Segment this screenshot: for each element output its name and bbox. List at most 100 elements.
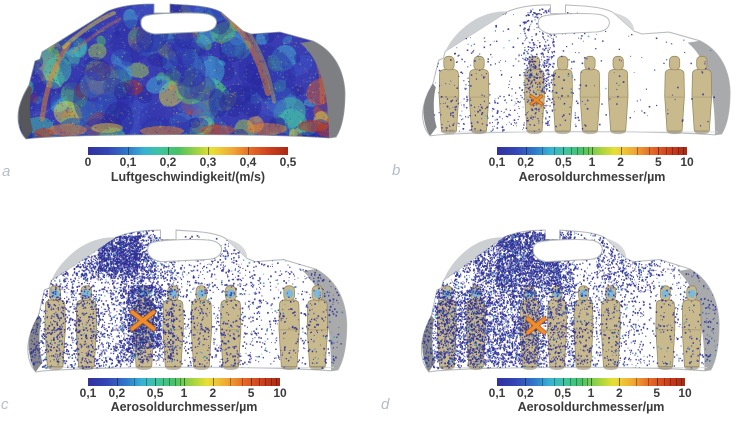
colorbar-tick-label: 0,3	[199, 155, 217, 169]
colorbar-b	[497, 147, 687, 155]
colorbar-tick-mark	[553, 378, 555, 386]
colorbar-tick-mark	[168, 147, 169, 155]
panel-letter-d: d	[381, 396, 390, 413]
colorbar-tick-mark	[675, 378, 677, 386]
colorbar-tick-mark	[554, 147, 556, 155]
colorbar-tick-mark	[116, 378, 118, 386]
colorbar-d	[497, 378, 685, 386]
colorbar-caption-d: Aerosoldurchmesser/µm	[517, 400, 665, 414]
colorbar-tick-labels-d: 0,1 0,2 0,5 1 2 5 10	[489, 386, 692, 400]
colorbar-tick-mark	[635, 378, 637, 386]
colorbar-tick-mark	[582, 147, 584, 155]
colorbar-tick-label: 0,2	[159, 155, 177, 169]
colorbar-tick-mark	[570, 378, 572, 386]
colorbar-tick-mark	[570, 147, 572, 155]
colorbar-tick-label: 0,1	[79, 386, 97, 400]
colorbar-tick-mark	[128, 147, 129, 155]
colorbar-tick-label: 0,5	[146, 386, 164, 400]
panel-b: 0,1 0,2 0,5 1 2 5 10 Aerosoldurchmesser/µm b	[372, 0, 744, 210]
colorbar-tick-label: 0,1	[488, 386, 506, 400]
colorbar-tick-mark	[637, 147, 639, 155]
colorbar-tick-mark	[680, 378, 682, 386]
colorbar-tick-label: 0,1	[488, 155, 506, 169]
colorbar-tick-mark	[184, 378, 185, 386]
particle-overlay-canvas-b	[372, 0, 744, 210]
colorbar-tick-mark	[562, 378, 564, 386]
panel-d: 0,1 0,2 0,5 1 2 5 10 Aerosoldurchmesser/µm d	[372, 210, 744, 421]
colorbar-tick-label: 0,4	[239, 155, 257, 169]
colorbar-tick-mark	[592, 147, 593, 155]
colorbar-tick-mark	[647, 378, 649, 386]
colorbar-tick-label: 1	[588, 155, 596, 169]
velocity-field-canvas	[0, 0, 372, 210]
colorbar-tick-label: 2	[615, 386, 623, 400]
colorbar-tick-mark	[619, 378, 621, 386]
colorbar-tick-label: 10	[273, 386, 287, 400]
colorbar-tick-label: 5	[247, 386, 255, 400]
colorbar-tick-mark	[251, 378, 253, 386]
colorbar-gradient-a	[88, 147, 288, 155]
colorbar-tick-mark	[541, 378, 543, 386]
colorbar-tick-mark	[162, 378, 164, 386]
colorbar-tick-mark	[670, 378, 672, 386]
colorbar-tick-mark	[542, 147, 544, 155]
colorbar-tick-mark	[241, 378, 243, 386]
colorbar-tick-mark	[587, 147, 589, 155]
colorbar-tick-mark	[649, 147, 651, 155]
colorbar-tick-label: 0,5	[554, 386, 572, 400]
colorbar-tick-mark	[525, 378, 527, 386]
colorbar-tick-label: 5	[655, 155, 662, 169]
colorbar-tick-label: 2	[617, 155, 624, 169]
colorbar-tick-mark	[576, 378, 578, 386]
colorbar-caption-b: Aerosoldurchmesser/µm	[518, 170, 666, 184]
colorbar-tick-mark	[591, 378, 592, 386]
colorbar-tick-labels-b: 0,1 0,2 0,5 1 2 5 10	[489, 155, 694, 169]
colorbar-tick-labels-c: 0,1 0,2 0,5 1 2 5 10	[80, 386, 287, 400]
colorbar-tick-labels-a: 0 0,1 0,2 0,3 0,4 0,5	[84, 155, 297, 169]
panel-letter-c: c	[1, 396, 9, 413]
colorbar-tick-mark	[270, 378, 272, 386]
colorbar-tick-label: 2	[209, 386, 217, 400]
colorbar-tick-mark	[169, 378, 171, 386]
colorbar-tick-mark	[682, 147, 684, 155]
colorbar-tick-mark	[577, 147, 579, 155]
panel-a: 0 0,1 0,2 0,3 0,4 0,5 Luftgeschwindigkeit/(m/…	[0, 0, 372, 210]
colorbar-tick-mark	[258, 378, 260, 386]
colorbar-tick-label: 1	[587, 386, 595, 400]
panel-letter-b: b	[392, 162, 401, 179]
colorbar-tick-mark	[672, 147, 674, 155]
colorbar-tick-mark	[133, 378, 135, 386]
panel-c: 0,1 0,2 0,5 1 2 5 10 Aerosoldurchmesser/µm c	[0, 210, 372, 421]
colorbar-a	[88, 147, 288, 155]
colorbar-tick-mark	[620, 147, 622, 155]
colorbar-tick-label: 0,2	[108, 386, 126, 400]
panel-letter-a: a	[2, 163, 11, 180]
colorbar-tick-mark	[275, 378, 277, 386]
colorbar-tick-label: 0	[84, 155, 92, 169]
colorbar-tick-mark	[229, 378, 231, 386]
colorbar-tick-mark	[174, 378, 176, 386]
colorbar-tick-mark	[525, 147, 527, 155]
colorbar-caption-a: Luftgeschwindigkeit/(m/s)	[110, 170, 266, 184]
colorbar-tick-label: 0,2	[516, 386, 534, 400]
colorbar-tick-label: 10	[678, 386, 692, 400]
colorbar-tick-label: 1	[180, 386, 188, 400]
colorbar-tick-mark	[581, 378, 583, 386]
colorbar-tick-mark	[208, 147, 209, 155]
colorbar-tick-label: 10	[680, 155, 694, 169]
colorbar-tick-mark	[248, 147, 249, 155]
colorbar-caption-c: Aerosoldurchmesser/µm	[110, 400, 258, 414]
colorbar-tick-mark	[145, 378, 147, 386]
colorbar-tick-label: 0,1	[119, 155, 137, 169]
colorbar-tick-mark	[677, 147, 679, 155]
colorbar-c	[88, 378, 280, 386]
colorbar-tick-label: 0,5	[279, 155, 297, 169]
colorbar-tick-mark	[179, 378, 181, 386]
colorbar-tick-mark	[658, 147, 660, 155]
colorbar-tick-mark	[656, 378, 658, 386]
colorbar-tick-mark	[664, 378, 666, 386]
colorbar-tick-mark	[586, 378, 588, 386]
colorbar-tick-label: 0,5	[555, 155, 572, 169]
colorbar-tick-label: 5	[653, 386, 661, 400]
